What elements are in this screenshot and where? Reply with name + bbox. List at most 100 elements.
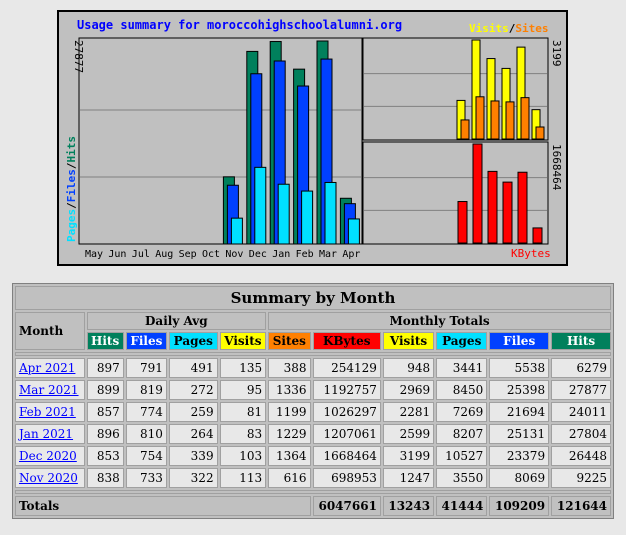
month-label: Sep [179, 249, 197, 260]
daily-files: 774 [125, 402, 167, 422]
table-row: Jan 2021 896 810 264 83 1229 1207061 259… [15, 424, 611, 444]
monthly-pages: 3550 [436, 468, 488, 488]
daily-visits: 103 [219, 446, 267, 466]
monthly-visits: 2969 [382, 380, 435, 400]
month-label: Nov [225, 249, 243, 260]
daily-pages: 272 [168, 380, 218, 400]
daily-hits: 838 [86, 468, 124, 488]
col-monthly-files: Files [489, 332, 550, 350]
monthly-files: 8069 [489, 468, 550, 488]
total-hits: 121644 [551, 496, 611, 516]
month-link[interactable]: Dec 2020 [19, 449, 77, 463]
month-label: Mar [319, 249, 337, 260]
daily-visits: 83 [219, 424, 267, 444]
summary-title: Summary by Month [15, 286, 611, 310]
monthly-kbytes: 254129 [312, 358, 381, 378]
graph-title: Usage summary for moroccohighschoolalumn… [77, 18, 402, 32]
month-link[interactable]: Jan 2021 [19, 427, 74, 441]
daily-files: 754 [125, 446, 167, 466]
main-plot-area [78, 37, 363, 245]
monthly-files: 21694 [489, 402, 550, 422]
bar-pages [230, 217, 243, 245]
bar-pages [347, 218, 360, 245]
monthly-kbytes: 1668464 [312, 446, 381, 466]
monthly-sites: 616 [268, 468, 311, 488]
month-label: Oct [202, 249, 220, 260]
col-daily-hits: Hits [86, 332, 124, 350]
monthly-hits: 26448 [551, 446, 611, 466]
monthly-pages: 3441 [436, 358, 488, 378]
monthly-kbytes: 1192757 [312, 380, 381, 400]
bar-pages [301, 190, 314, 245]
month-header: Month [15, 312, 85, 350]
daily-visits: 81 [219, 402, 267, 422]
month-label: Aug [155, 249, 173, 260]
monthly-pages: 10527 [436, 446, 488, 466]
left-axis-max: 27877 [72, 40, 85, 73]
bar-sites [490, 100, 500, 140]
left-legend-files: Files [65, 169, 78, 202]
totals-row: Totals 6047661 13243 41444 109209 121644 [15, 496, 611, 516]
daily-hits: 857 [86, 402, 124, 422]
monthly-pages: 8207 [436, 424, 488, 444]
legend-sites: Sites [515, 22, 548, 35]
monthly-kbytes: 1026297 [312, 402, 381, 422]
month-link[interactable]: Mar 2021 [19, 383, 79, 397]
month-cell: Apr 2021 [15, 358, 85, 378]
monthly-kbytes: 698953 [312, 468, 381, 488]
month-label: Jun [108, 249, 126, 260]
bar-sites [535, 126, 545, 140]
monthly-pages: 7269 [436, 402, 488, 422]
daily-pages: 322 [168, 468, 218, 488]
bar-pages [254, 166, 267, 245]
daily-pages: 264 [168, 424, 218, 444]
monthly-files: 23379 [489, 446, 550, 466]
bar-kbytes [517, 171, 528, 244]
totals-label: Totals [15, 496, 311, 516]
table-row: Dec 2020 853 754 339 103 1364 1668464 31… [15, 446, 611, 466]
kbytes-plot-area [362, 141, 549, 245]
monthly-hits: 6279 [551, 358, 611, 378]
month-label: Jan [272, 249, 290, 260]
bar-kbytes [502, 181, 513, 244]
table-row: Mar 2021 899 819 272 95 1336 1192757 296… [15, 380, 611, 400]
bar-kbytes [487, 170, 498, 244]
bar-sites [505, 101, 515, 140]
table-row: Apr 2021 897 791 491 135 388 254129 948 … [15, 358, 611, 378]
monthly-visits: 1247 [382, 468, 435, 488]
col-monthly-visits: Visits [382, 332, 435, 350]
left-legend-hits: Hits [65, 136, 78, 163]
month-label: Dec [249, 249, 267, 260]
monthly-pages: 8450 [436, 380, 488, 400]
monthly-sites: 1364 [268, 446, 311, 466]
month-link[interactable]: Nov 2020 [19, 471, 78, 485]
daily-pages: 259 [168, 402, 218, 422]
col-monthly-kbytes: KBytes [312, 332, 381, 350]
bar-kbytes [532, 227, 543, 244]
daily-hits: 897 [86, 358, 124, 378]
month-link[interactable]: Apr 2021 [19, 361, 76, 375]
col-monthly-sites: Sites [268, 332, 311, 350]
daily-files: 819 [125, 380, 167, 400]
month-label: Jul [132, 249, 150, 260]
spacer-row [15, 352, 611, 356]
col-monthly-hits: Hits [551, 332, 611, 350]
monthly-sites: 388 [268, 358, 311, 378]
daily-hits: 853 [86, 446, 124, 466]
daily-hits: 899 [86, 380, 124, 400]
legend-visits: Visits [469, 22, 509, 35]
bar-pages [324, 181, 337, 245]
monthly-files: 5538 [489, 358, 550, 378]
monthly-hits: 9225 [551, 468, 611, 488]
monthly-sites: 1229 [268, 424, 311, 444]
left-legend-sep1: / [65, 202, 78, 209]
month-link[interactable]: Feb 2021 [19, 405, 76, 419]
daily-hits: 896 [86, 424, 124, 444]
table-row: Feb 2021 857 774 259 81 1199 1026297 228… [15, 402, 611, 422]
monthly-sites: 1199 [268, 402, 311, 422]
daily-avg-header: Daily Avg [86, 312, 267, 330]
usage-chart: Usage summary for moroccohighschoolalumn… [65, 18, 563, 260]
col-daily-pages: Pages [168, 332, 218, 350]
legend-sep: / [509, 22, 516, 35]
monthly-sites: 1336 [268, 380, 311, 400]
